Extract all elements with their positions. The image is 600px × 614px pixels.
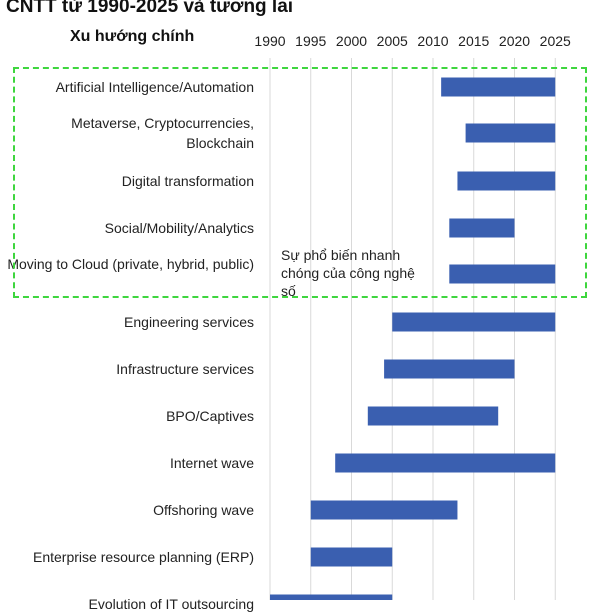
- category-label: Engineering services: [124, 314, 254, 330]
- bar-0: [441, 77, 556, 97]
- bar-10: [310, 547, 393, 567]
- x-tick-label: 2010: [417, 33, 449, 49]
- x-tick-label: 2025: [539, 33, 571, 49]
- bar-2: [457, 171, 556, 191]
- category-label: Metaverse, Cryptocurrencies, Blockchain: [71, 115, 254, 151]
- category-label: Internet wave: [169, 455, 254, 471]
- x-tick-label: 2005: [376, 33, 408, 49]
- category-label: Moving to Cloud (private, hybrid, public…: [7, 256, 254, 272]
- category-label: Offshoring wave: [153, 502, 254, 518]
- x-tick-label: 2020: [498, 33, 531, 49]
- category-label: Digital transformation: [121, 173, 254, 189]
- bar-7: [367, 406, 499, 426]
- chart-title: CNTT từ 1990-2025 và tương lai: [6, 0, 294, 17]
- category-label: Infrastructure services: [116, 361, 254, 377]
- bar-6: [384, 359, 515, 379]
- x-tick-label: 1995: [295, 33, 327, 49]
- bar-11: [270, 594, 393, 600]
- category-label: Social/Mobility/Analytics: [104, 220, 254, 236]
- category-label: Artificial Intelligence/Automation: [55, 79, 254, 95]
- annotation-text: Sự phổ biến nhanh chóng của công nghệ số: [281, 247, 415, 299]
- bar-5: [392, 312, 556, 332]
- bar-9: [310, 500, 458, 520]
- bar-1: [465, 123, 556, 143]
- category-header: Xu hướng chính: [70, 28, 195, 45]
- x-tick-label: 2015: [458, 33, 490, 49]
- x-tick-label: 1990: [254, 33, 286, 49]
- category-label: BPO/Captives: [166, 408, 254, 424]
- x-tick-label: 2000: [335, 33, 368, 49]
- chart: CNTT từ 1990-2025 và tương lai Xu hướng …: [6, 0, 587, 612]
- bar-3: [449, 218, 515, 238]
- highlight-box: [13, 67, 587, 298]
- bar-4: [449, 264, 556, 284]
- category-label: Enterprise resource planning (ERP): [33, 549, 254, 565]
- bar-8: [335, 453, 556, 473]
- plot-area: [269, 58, 556, 600]
